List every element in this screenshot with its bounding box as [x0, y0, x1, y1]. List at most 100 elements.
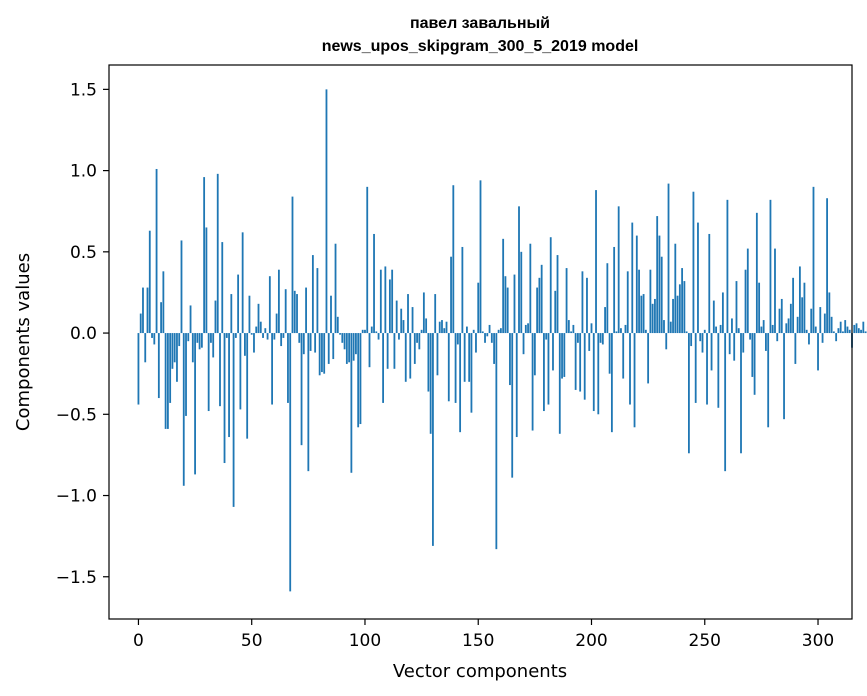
bar: [457, 333, 459, 344]
bar: [210, 333, 212, 343]
bar: [557, 255, 559, 333]
bar: [579, 333, 581, 391]
bar: [208, 333, 210, 411]
bar: [194, 333, 196, 474]
bar: [609, 333, 611, 374]
bar: [742, 333, 744, 353]
bar: [620, 328, 622, 333]
x-tick-label: 150: [462, 631, 494, 651]
bar: [382, 333, 384, 403]
bar: [140, 314, 142, 334]
bar: [219, 333, 221, 406]
bar: [838, 328, 840, 333]
bar: [720, 325, 722, 333]
bar: [323, 333, 325, 374]
bar: [751, 333, 753, 377]
bar: [427, 333, 429, 391]
x-tick-label: 300: [802, 631, 834, 651]
bar: [634, 333, 636, 427]
bar: [548, 333, 550, 404]
bar: [797, 317, 799, 333]
bar: [713, 301, 715, 333]
bar: [296, 294, 298, 333]
bar: [828, 292, 830, 333]
bar: [292, 197, 294, 333]
bar: [283, 333, 285, 338]
bar: [199, 333, 201, 349]
bar: [158, 333, 160, 398]
x-tick-label: 50: [241, 631, 263, 651]
bar: [677, 296, 679, 333]
bar: [679, 284, 681, 333]
bar: [819, 307, 821, 333]
bar: [319, 333, 321, 375]
y-tick-label: −0.5: [56, 405, 97, 425]
bar: [774, 249, 776, 333]
bar: [226, 333, 228, 338]
bar: [341, 333, 343, 343]
bar: [400, 309, 402, 333]
bar: [514, 275, 516, 333]
bar: [307, 333, 309, 471]
bar: [142, 288, 144, 333]
bar: [704, 330, 706, 333]
bar: [532, 333, 534, 430]
bar: [441, 320, 443, 333]
bar: [264, 328, 266, 333]
bar: [862, 322, 864, 333]
bar: [260, 322, 262, 333]
bar: [398, 333, 400, 340]
bar: [554, 291, 556, 333]
bar: [473, 330, 475, 333]
bar: [647, 333, 649, 383]
bar: [690, 333, 692, 346]
bar: [559, 333, 561, 434]
bar: [144, 333, 146, 362]
y-tick-label: 0.0: [70, 324, 97, 344]
bar: [586, 278, 588, 333]
chart-subtitle: news_upos_skipgram_300_5_2019 model: [322, 38, 639, 55]
bar: [328, 333, 330, 364]
bar: [165, 333, 167, 429]
bar: [233, 333, 235, 507]
bars-group: [138, 89, 867, 591]
bar: [545, 333, 547, 340]
bar: [561, 333, 563, 378]
bar: [251, 333, 253, 335]
bar: [613, 247, 615, 333]
bar: [541, 265, 543, 333]
bar: [380, 270, 382, 333]
bar: [353, 333, 355, 361]
bar: [552, 333, 554, 370]
bar: [563, 333, 565, 377]
bar: [337, 317, 339, 333]
x-tick-label: 0: [133, 631, 144, 651]
bar: [244, 333, 246, 356]
y-axis-label: Components values: [13, 253, 34, 431]
bar: [783, 333, 785, 419]
bar: [174, 333, 176, 362]
bar: [693, 192, 695, 333]
bar: [230, 294, 232, 333]
bar: [303, 333, 305, 354]
bar: [495, 333, 497, 549]
bar: [160, 302, 162, 333]
bar: [364, 330, 366, 333]
bar: [405, 333, 407, 382]
y-tick-label: 1.5: [70, 80, 97, 100]
bar: [253, 333, 255, 353]
bar: [489, 325, 491, 333]
x-tick-label: 100: [349, 631, 381, 651]
bar: [459, 333, 461, 432]
bar: [525, 325, 527, 333]
bar: [242, 232, 244, 333]
y-tick-label: 0.5: [70, 243, 97, 263]
bar: [597, 333, 599, 414]
bar: [387, 333, 389, 369]
bar: [640, 296, 642, 333]
bar: [321, 333, 323, 372]
x-tick-label: 200: [575, 631, 607, 651]
bar: [147, 288, 149, 333]
bar: [695, 333, 697, 403]
bar: [326, 89, 328, 333]
